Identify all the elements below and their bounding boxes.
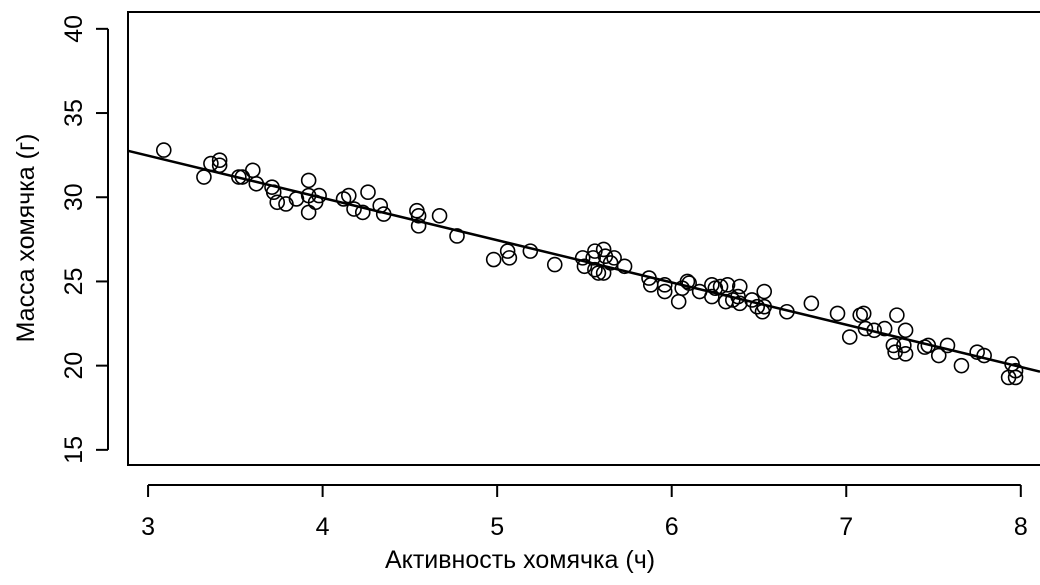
point <box>340 187 357 204</box>
point <box>501 250 518 266</box>
point <box>829 305 846 322</box>
point <box>288 191 305 207</box>
point <box>876 320 893 337</box>
point <box>576 258 593 275</box>
point <box>953 357 970 374</box>
plot-box <box>127 11 1040 466</box>
point <box>354 204 371 221</box>
point <box>606 250 622 266</box>
point <box>431 207 448 224</box>
point <box>704 277 720 293</box>
point <box>311 187 327 204</box>
point <box>269 194 286 211</box>
point <box>1007 369 1024 386</box>
point <box>897 346 914 362</box>
point <box>449 228 465 244</box>
point <box>681 275 697 291</box>
x-tick-label: 3 <box>141 513 155 541</box>
point <box>587 243 603 259</box>
point <box>410 218 427 234</box>
x-tick-label: 4 <box>316 513 330 541</box>
point <box>857 320 874 337</box>
point <box>248 175 265 192</box>
point <box>211 157 228 174</box>
point <box>866 322 882 339</box>
point <box>756 298 773 315</box>
point <box>522 243 539 259</box>
point <box>587 261 603 278</box>
point <box>300 204 317 221</box>
point <box>731 295 748 312</box>
point <box>920 337 937 354</box>
point <box>969 344 985 360</box>
point <box>656 277 673 293</box>
x-tick-label: 7 <box>839 513 853 541</box>
point <box>360 184 376 200</box>
y-axis-label: Масса хомячка (г) <box>12 134 40 343</box>
point <box>719 277 736 293</box>
point <box>616 258 633 275</box>
point <box>155 142 172 158</box>
point <box>855 305 872 322</box>
point <box>211 152 228 168</box>
y-tick-label: 35 <box>60 99 88 127</box>
point <box>265 184 282 200</box>
point <box>885 337 902 354</box>
point <box>1007 362 1024 379</box>
y-tick-label: 20 <box>60 352 88 380</box>
x-tick-label: 8 <box>1014 513 1028 541</box>
point <box>245 162 261 179</box>
point <box>889 307 905 323</box>
point <box>939 337 956 354</box>
point <box>346 201 362 217</box>
point <box>641 270 657 286</box>
point <box>704 288 720 305</box>
point <box>976 347 992 364</box>
point <box>585 250 601 266</box>
point <box>896 337 912 354</box>
point <box>574 250 591 266</box>
point <box>546 256 563 273</box>
point <box>203 155 219 172</box>
y-tick-label: 40 <box>60 15 88 43</box>
point <box>595 241 612 258</box>
point <box>410 207 427 224</box>
point <box>656 283 673 300</box>
point <box>930 347 947 364</box>
point <box>300 172 317 189</box>
point <box>670 293 687 310</box>
point <box>485 251 502 268</box>
x-tick-label: 6 <box>665 513 679 541</box>
y-tick-label: 25 <box>60 268 88 296</box>
point <box>803 295 820 312</box>
point <box>841 329 858 345</box>
point <box>590 265 607 281</box>
x-axis-label: Активность хомячка (ч) <box>385 546 655 574</box>
point <box>779 303 795 320</box>
y-tick-label: 30 <box>60 183 88 211</box>
point <box>375 206 392 222</box>
point <box>749 298 766 315</box>
point <box>731 278 748 295</box>
point <box>679 273 696 290</box>
point <box>278 196 294 212</box>
point <box>897 322 914 339</box>
y-tick-label: 15 <box>60 436 88 464</box>
point <box>756 283 773 300</box>
point <box>231 169 247 185</box>
point <box>712 278 729 295</box>
x-tick-label: 5 <box>490 513 504 541</box>
point <box>499 243 516 259</box>
point <box>196 169 212 185</box>
point <box>372 197 389 214</box>
